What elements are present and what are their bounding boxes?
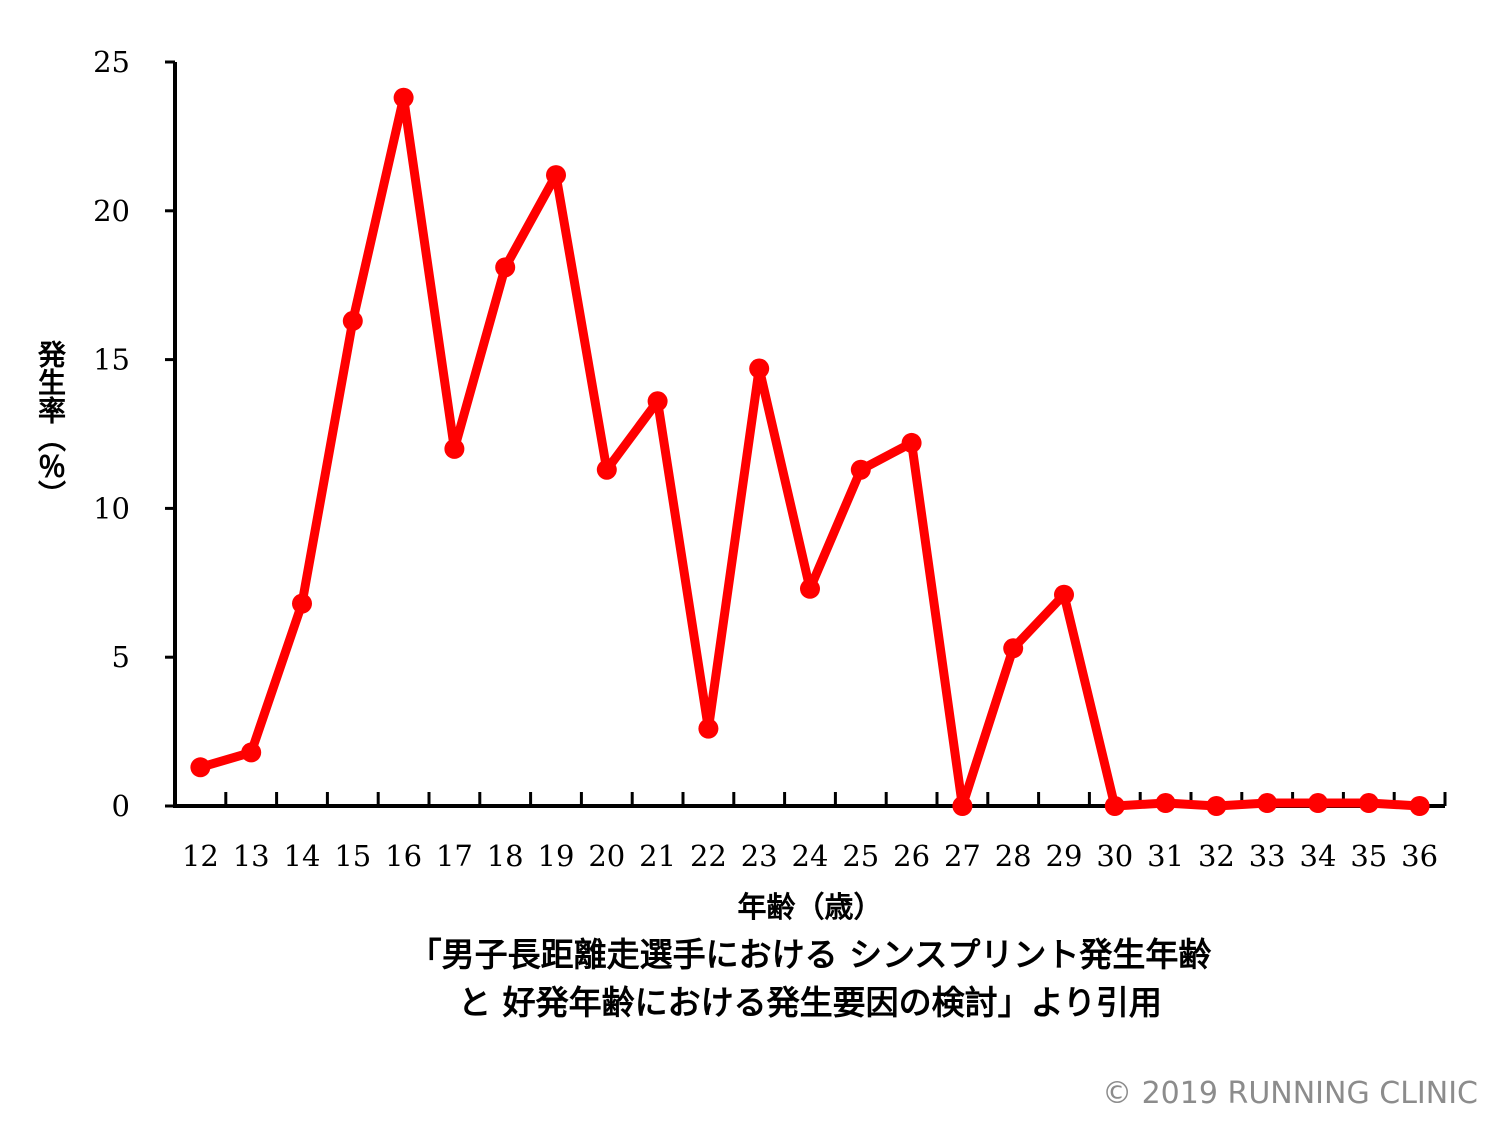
x-tick-label: 17 xyxy=(436,839,473,873)
y-tick-label: 15 xyxy=(93,343,130,377)
data-point xyxy=(1054,584,1074,605)
data-point xyxy=(1358,793,1379,814)
data-point xyxy=(596,459,617,480)
data-point xyxy=(241,742,262,763)
data-point xyxy=(444,438,465,459)
x-tick-label: 15 xyxy=(334,839,371,873)
data-point xyxy=(393,87,414,108)
data-point xyxy=(1155,793,1176,814)
x-tick-label: 27 xyxy=(944,839,981,873)
data-point xyxy=(190,757,211,778)
data-point xyxy=(1308,793,1328,814)
data-point xyxy=(749,358,770,379)
x-ticks: 12 13 14 15 16 17 18 19 20 21 22 23 24 25 26 27 28 29 30 31… xyxy=(173,792,1447,873)
data-point xyxy=(850,459,871,480)
data-point xyxy=(698,718,719,739)
x-tick-label: 19 xyxy=(538,839,575,873)
data-point xyxy=(901,432,922,453)
data-point xyxy=(800,578,820,599)
y-tick-label: 25 xyxy=(93,45,130,79)
data-point xyxy=(1104,796,1125,816)
x-tick-label: 33 xyxy=(1249,839,1286,873)
x-tick-label: 22 xyxy=(690,839,727,873)
x-tick-label: 36 xyxy=(1401,839,1438,873)
data-point xyxy=(1003,638,1024,659)
caption-line-1: 「男子長距離走選手における シンスプリント発生年齢 xyxy=(408,935,1212,974)
x-tick-label: 31 xyxy=(1147,839,1184,873)
x-tick-label: 12 xyxy=(182,839,219,873)
data-point xyxy=(1409,796,1430,816)
x-tick-label: 26 xyxy=(893,839,930,873)
y-tick-label: 20 xyxy=(93,194,130,228)
x-tick-label: 20 xyxy=(588,839,625,873)
chart-axes xyxy=(173,62,1445,808)
x-tick-label: 34 xyxy=(1300,839,1337,873)
caption-line-2: と 好発年齢における発生要因の検討」より引用 xyxy=(458,983,1162,1022)
y-tick-label: 5 xyxy=(112,640,130,674)
y-tick-label: 0 xyxy=(112,789,130,823)
x-tick-label: 13 xyxy=(233,839,270,873)
y-ticks: 0 5 10 15 20 25 xyxy=(93,45,175,823)
x-tick-label: 32 xyxy=(1198,839,1235,873)
x-tick-label: 23 xyxy=(741,839,778,873)
data-point xyxy=(952,796,973,816)
x-tick-label: 35 xyxy=(1350,839,1387,873)
data-point xyxy=(495,257,516,278)
x-axis-label: 年齢（歳） xyxy=(737,890,883,924)
data-point xyxy=(342,310,363,331)
series-line xyxy=(195,93,1425,811)
x-tick-label: 14 xyxy=(284,839,321,873)
y-axis-label: 発生率（％） xyxy=(34,340,67,508)
x-tick-label: 24 xyxy=(792,839,829,873)
x-tick-label: 28 xyxy=(995,839,1032,873)
data-point xyxy=(292,593,312,614)
data-point xyxy=(1257,793,1278,814)
chart-series xyxy=(190,87,1430,816)
copyright-text: © 2019 RUNNING CLINIC xyxy=(1102,1076,1478,1111)
x-tick-label: 18 xyxy=(487,839,524,873)
x-tick-label: 30 xyxy=(1096,839,1133,873)
data-point xyxy=(647,391,668,412)
x-tick-label: 25 xyxy=(842,839,879,873)
data-point xyxy=(1206,796,1227,816)
data-point xyxy=(546,165,566,186)
y-tick-label: 10 xyxy=(93,491,130,525)
x-tick-label: 29 xyxy=(1046,839,1083,873)
x-tick-label: 16 xyxy=(385,839,422,873)
x-tick-label: 21 xyxy=(639,839,676,873)
